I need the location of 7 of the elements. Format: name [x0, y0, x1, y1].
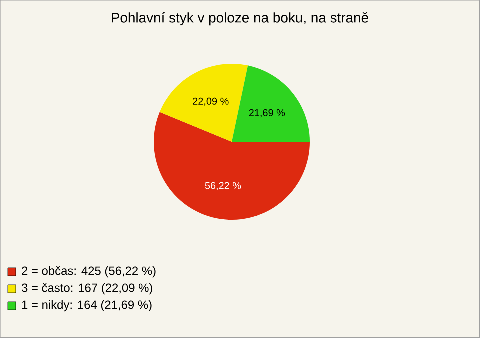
legend-label: 1 = nikdy: 164 (21,69 %)	[22, 300, 152, 312]
chart-title: Pohlavní styk v poloze na boku, na straně	[112, 12, 368, 26]
legend-label: 2 = občas: 425 (56,22 %)	[22, 266, 156, 278]
data-label: 21,69 %	[249, 109, 286, 118]
legend-label: 3 = často: 167 (22,09 %)	[22, 283, 152, 295]
data-label: 56,22 %	[205, 182, 242, 190]
data-label: 22,09 %	[193, 98, 229, 106]
